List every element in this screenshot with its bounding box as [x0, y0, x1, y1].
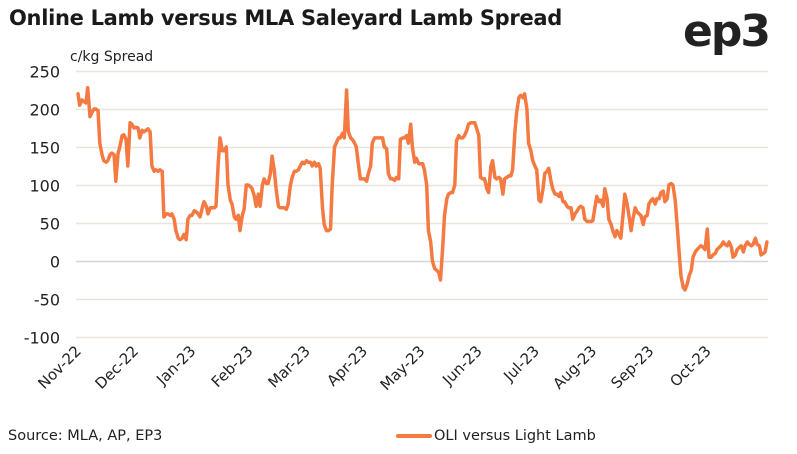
x-tick-label: Sep-23	[607, 342, 657, 392]
x-tick-label: Feb-23	[208, 342, 257, 391]
legend-label: OLI versus Light Lamb	[434, 428, 596, 444]
x-tick-label: Jun-23	[438, 342, 485, 389]
y-tick-label: 0	[50, 253, 60, 272]
x-tick-label: Aug-23	[549, 342, 600, 393]
series-lines	[76, 85, 769, 292]
y-tick-label: 50	[40, 215, 60, 234]
y-axis-ticks: 250 200 150 100 50 0 -50 -100	[24, 63, 60, 348]
legend-swatch	[396, 434, 432, 438]
x-tick-label: Oct-23	[666, 342, 714, 390]
series-line-oli-versus-light-lamb	[76, 85, 769, 292]
x-tick-label: Mar-23	[264, 342, 313, 391]
x-tick-label: Dec-22	[92, 342, 143, 393]
source-note: Source: MLA, AP, EP3	[8, 428, 163, 444]
y-tick-label: 100	[29, 177, 60, 196]
x-axis-ticks: Nov-22 Dec-22 Jan-23 Feb-23 Mar-23 Apr-23 May-…	[34, 342, 714, 394]
y-axis-label: c/kg Spread	[70, 49, 154, 65]
y-tick-label: 250	[29, 63, 60, 82]
y-tick-label: -50	[34, 291, 60, 310]
y-tick-label: 150	[29, 139, 60, 158]
legend: OLI versus Light Lamb	[396, 428, 596, 444]
x-tick-label: May-23	[377, 342, 429, 394]
x-tick-label: Apr-23	[323, 342, 371, 390]
ep3-logo: ep3	[683, 6, 771, 57]
x-tick-label: Nov-22	[34, 342, 84, 392]
x-tick-label: Jan-23	[152, 342, 199, 389]
y-tick-label: -100	[24, 329, 60, 348]
x-tick-label: Jul-23	[499, 342, 543, 386]
chart-title: Online Lamb versus MLA Saleyard Lamb Spr…	[9, 6, 563, 30]
gridlines	[76, 70, 768, 339]
y-tick-label: 200	[29, 101, 60, 120]
